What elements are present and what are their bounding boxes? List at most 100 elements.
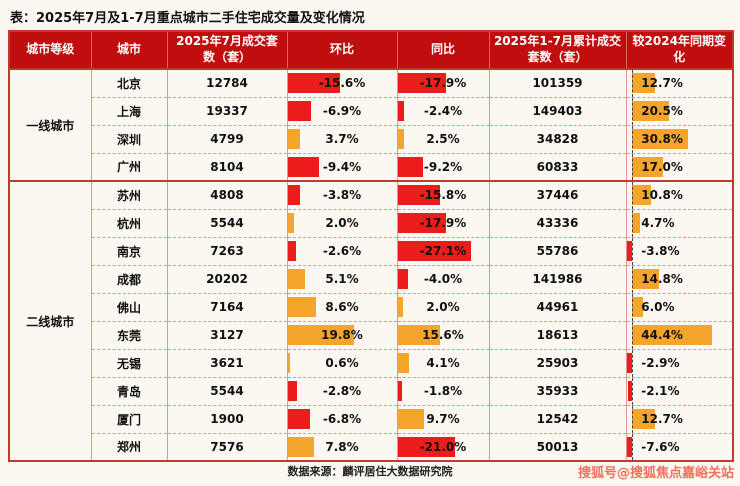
mom-bar: [287, 213, 295, 233]
data-table: 城市等级 城市 2025年7月成交套数（套） 环比 同比 2025年1-7月累计…: [8, 30, 734, 462]
mom-value: 2.0%: [325, 216, 359, 230]
table-row: 南京 7263 -2.6% -27.1% 55786 -3.8%: [9, 237, 734, 266]
vs2024-cell: -7.6%: [626, 433, 734, 462]
yoy-value: 2.0%: [426, 300, 460, 314]
vs2024-bar: [626, 353, 632, 373]
vs2024-cell: 17.0%: [626, 153, 734, 182]
yoy-bar: [397, 101, 405, 121]
yoy-value: -9.2%: [423, 159, 463, 174]
yoy-value: -15.8%: [419, 188, 467, 203]
table-body: 一线城市 北京 12784 -15.6% -17.9% 101359 12.7% 上海 1933…: [9, 69, 734, 462]
cum-volume: 12542: [489, 405, 627, 434]
jul-volume: 5544: [167, 377, 288, 406]
vs2024-cell: 44.4%: [626, 321, 734, 350]
city-name: 杭州: [91, 209, 168, 238]
mom-value: -2.6%: [322, 244, 362, 258]
yoy-cell: -17.9%: [397, 209, 490, 238]
vs2024-bar: [631, 213, 641, 233]
yoy-value: -21.0%: [419, 439, 467, 454]
city-name: 青岛: [91, 377, 168, 406]
yoy-cell: 9.7%: [397, 405, 490, 434]
mom-bar: [287, 129, 300, 149]
city-name: 北京: [91, 69, 168, 98]
vs2024-value: 44.4%: [641, 328, 683, 342]
table-row: 厦门 1900 -6.8% 9.7% 12542 12.7%: [9, 405, 734, 434]
yoy-value: 2.5%: [426, 132, 460, 146]
city-name: 上海: [91, 97, 168, 126]
yoy-cell: -9.2%: [397, 153, 490, 182]
city-name: 无锡: [91, 349, 168, 378]
mom-cell: 7.8%: [287, 433, 398, 462]
vs2024-value: 10.8%: [641, 188, 683, 203]
vs2024-bar: [631, 73, 655, 94]
table-row: 广州 8104 -9.4% -9.2% 60833 17.0%: [9, 153, 734, 182]
vs2024-value: 12.7%: [641, 412, 683, 426]
mom-cell: 0.6%: [287, 349, 398, 378]
yoy-cell: -15.8%: [397, 180, 490, 210]
vs2024-cell: 12.7%: [626, 69, 734, 98]
table-row: 成都 20202 5.1% -4.0% 141986 14.8%: [9, 265, 734, 294]
mom-value: -6.8%: [322, 412, 362, 426]
vs2024-bar: [631, 409, 655, 429]
yoy-cell: 15.6%: [397, 321, 490, 350]
cum-volume: 101359: [489, 69, 627, 98]
mom-value: -2.8%: [322, 384, 362, 398]
vs2024-value: 14.8%: [641, 272, 683, 286]
yoy-value: -1.8%: [423, 384, 463, 398]
mom-cell: -3.8%: [287, 180, 398, 210]
vs2024-bar: [631, 269, 659, 289]
mom-value: -15.6%: [318, 76, 366, 91]
vs2024-value: 30.8%: [641, 132, 683, 146]
yoy-value: -27.1%: [419, 244, 467, 258]
cum-volume: 34828: [489, 125, 627, 154]
cum-volume: 25903: [489, 349, 627, 378]
jul-volume: 3127: [167, 321, 288, 350]
mom-bar: [287, 325, 354, 345]
yoy-cell: -1.8%: [397, 377, 490, 406]
yoy-cell: -17.9%: [397, 69, 490, 98]
jul-volume: 5544: [167, 209, 288, 238]
cum-volume: 50013: [489, 433, 627, 462]
yoy-value: -4.0%: [423, 272, 463, 286]
mom-bar: [287, 73, 340, 94]
vs2024-bar: [626, 241, 632, 261]
col-header-city: 城市: [90, 30, 168, 70]
vs2024-bar: [631, 325, 713, 345]
vs2024-cell: 6.0%: [626, 293, 734, 322]
col-header-vs2024: 较2024年同期变化: [625, 30, 734, 70]
vs2024-bar: [626, 436, 632, 457]
table-row: 杭州 5544 2.0% -17.9% 43336 4.7%: [9, 209, 734, 238]
yoy-bar: [397, 436, 455, 457]
yoy-bar: [397, 156, 423, 177]
table-header: 城市等级 城市 2025年7月成交套数（套） 环比 同比 2025年1-7月累计…: [8, 30, 734, 70]
table-row: 郑州 7576 7.8% -21.0% 50013 -7.6%: [9, 433, 734, 462]
vs2024-value: -7.6%: [641, 439, 680, 454]
vs2024-cell: -2.9%: [626, 349, 734, 378]
table-row: 青岛 5544 -2.8% -1.8% 35933 -2.1%: [9, 377, 734, 406]
yoy-value: -17.9%: [419, 216, 467, 230]
vs2024-value: 17.0%: [641, 159, 683, 174]
col-header-jul-volume: 2025年7月成交套数（套）: [166, 30, 288, 70]
cum-volume: 44961: [489, 293, 627, 322]
mom-bar: [287, 269, 305, 289]
mom-bar: [287, 436, 314, 457]
city-name: 南京: [91, 237, 168, 266]
mom-cell: -2.8%: [287, 377, 398, 406]
mom-value: 3.7%: [325, 132, 359, 146]
yoy-cell: -2.4%: [397, 97, 490, 126]
vs2024-bar: [631, 297, 643, 317]
table-row: 东莞 3127 19.8% 15.6% 18613 44.4%: [9, 321, 734, 350]
jul-volume: 19337: [167, 97, 288, 126]
yoy-bar: [397, 73, 447, 94]
yoy-value: -2.4%: [423, 104, 463, 118]
cum-volume: 149403: [489, 97, 627, 126]
col-header-mom: 环比: [286, 30, 398, 70]
mom-cell: 2.0%: [287, 209, 398, 238]
city-name: 郑州: [91, 433, 168, 462]
vs2024-value: 4.7%: [641, 216, 675, 230]
yoy-cell: -4.0%: [397, 265, 490, 294]
vs2024-cell: -2.1%: [626, 377, 734, 406]
table-row: 佛山 7164 8.6% 2.0% 44961 6.0%: [9, 293, 734, 322]
vs2024-bar: [627, 381, 632, 401]
mom-bar: [287, 156, 320, 177]
